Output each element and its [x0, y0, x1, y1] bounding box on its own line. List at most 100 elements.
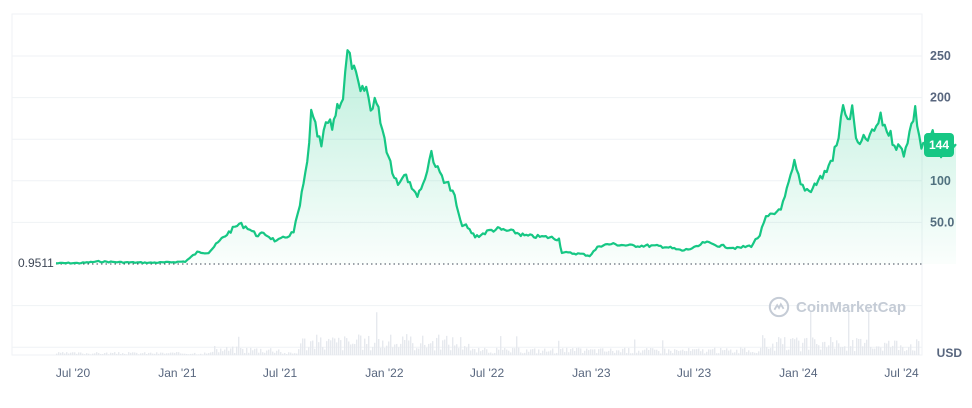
volume-bar — [176, 352, 178, 355]
volume-bar — [600, 348, 602, 355]
volume-bar — [544, 348, 546, 355]
volume-bar — [104, 353, 106, 355]
volume-bar — [886, 343, 888, 355]
volume-bar — [164, 353, 166, 355]
volume-bar — [700, 351, 702, 355]
volume-bar — [226, 347, 228, 355]
volume-bar — [242, 348, 244, 355]
volume-bar — [272, 351, 274, 355]
volume-bar — [838, 343, 840, 355]
volume-bar — [816, 343, 818, 355]
volume-bar — [592, 349, 594, 355]
current-price-badge: 144 — [924, 133, 954, 157]
volume-bar — [830, 337, 832, 355]
volume-bar — [908, 347, 910, 355]
volume-bar — [268, 349, 270, 355]
volume-bar — [224, 349, 226, 355]
volume-bar — [866, 339, 868, 355]
volume-bar — [244, 352, 246, 355]
volume-bar — [618, 350, 620, 355]
volume-bar — [360, 335, 362, 355]
volume-bar — [158, 353, 160, 355]
volume-bar — [532, 349, 534, 355]
volume-bar — [382, 340, 384, 355]
volume-bar — [348, 341, 350, 355]
volume-bar — [806, 337, 808, 355]
volume-bar — [522, 353, 524, 355]
volume-bar — [376, 312, 378, 355]
volume-bar — [706, 351, 708, 355]
volume-bar — [446, 335, 448, 355]
volume-bar — [678, 351, 680, 355]
volume-bar — [234, 352, 236, 355]
volume-bar — [794, 339, 796, 355]
volume-bar — [616, 350, 618, 355]
volume-bar — [844, 346, 846, 355]
volume-bar — [270, 348, 272, 355]
volume-bar — [782, 344, 784, 355]
volume-bar — [458, 348, 460, 355]
volume-bar — [724, 349, 726, 355]
volume-bar — [364, 338, 366, 355]
volume-bar — [476, 352, 478, 355]
volume-bar — [502, 349, 504, 355]
volume-bar — [874, 348, 876, 355]
volume-bar — [80, 352, 82, 355]
volume-bar — [202, 354, 204, 355]
volume-bar — [58, 352, 60, 355]
volume-bar — [586, 348, 588, 355]
volume-bar — [152, 353, 154, 355]
volume-bar — [680, 350, 682, 355]
volume-bar — [290, 352, 292, 355]
volume-bar — [552, 348, 554, 355]
volume-bar — [786, 350, 788, 355]
volume-bar — [734, 352, 736, 355]
volume-bar — [748, 350, 750, 355]
volume-bar — [474, 349, 476, 355]
volume-bar — [140, 353, 142, 355]
volume-bar — [528, 351, 530, 355]
volume-bar — [564, 352, 566, 355]
volume-bar — [390, 334, 392, 355]
volume-bar — [846, 350, 848, 355]
volume-bar — [810, 311, 812, 355]
volume-bar — [358, 334, 360, 355]
volume-bar — [258, 352, 260, 355]
volume-bar — [836, 340, 838, 355]
volume-bar — [634, 339, 636, 355]
volume-bar — [62, 352, 64, 355]
volume-bar — [154, 353, 156, 355]
price-line — [55, 49, 957, 265]
volume-bar — [664, 348, 666, 355]
volume-bar — [352, 343, 354, 355]
currency-label: USD — [936, 346, 962, 360]
volume-bar — [398, 347, 400, 355]
volume-bar — [220, 348, 222, 355]
volume-bar — [86, 353, 88, 355]
volume-bar — [306, 350, 308, 355]
volume-bar — [870, 346, 872, 355]
volume-bar — [344, 336, 346, 355]
volume-bar — [218, 352, 220, 355]
volume-bar — [566, 347, 568, 355]
volume-bar — [132, 352, 134, 355]
volume-bar — [710, 349, 712, 355]
volume-bar — [144, 352, 146, 355]
volume-bar — [188, 354, 190, 355]
volume-bar — [504, 348, 506, 355]
volume-bar — [900, 345, 902, 355]
volume-bar — [368, 335, 370, 355]
volume-bar — [178, 352, 180, 355]
volume-bar — [626, 353, 628, 355]
volume-bar — [198, 354, 200, 355]
volume-bar — [370, 350, 372, 355]
volume-bar — [406, 334, 408, 355]
volume-bar — [850, 346, 852, 355]
volume-bar — [442, 340, 444, 355]
volume-bar — [582, 353, 584, 355]
volume-bar — [200, 353, 202, 355]
volume-bar — [468, 343, 470, 355]
volume-bar — [654, 349, 656, 355]
volume-bar — [102, 353, 104, 355]
volume-bar — [918, 341, 920, 355]
